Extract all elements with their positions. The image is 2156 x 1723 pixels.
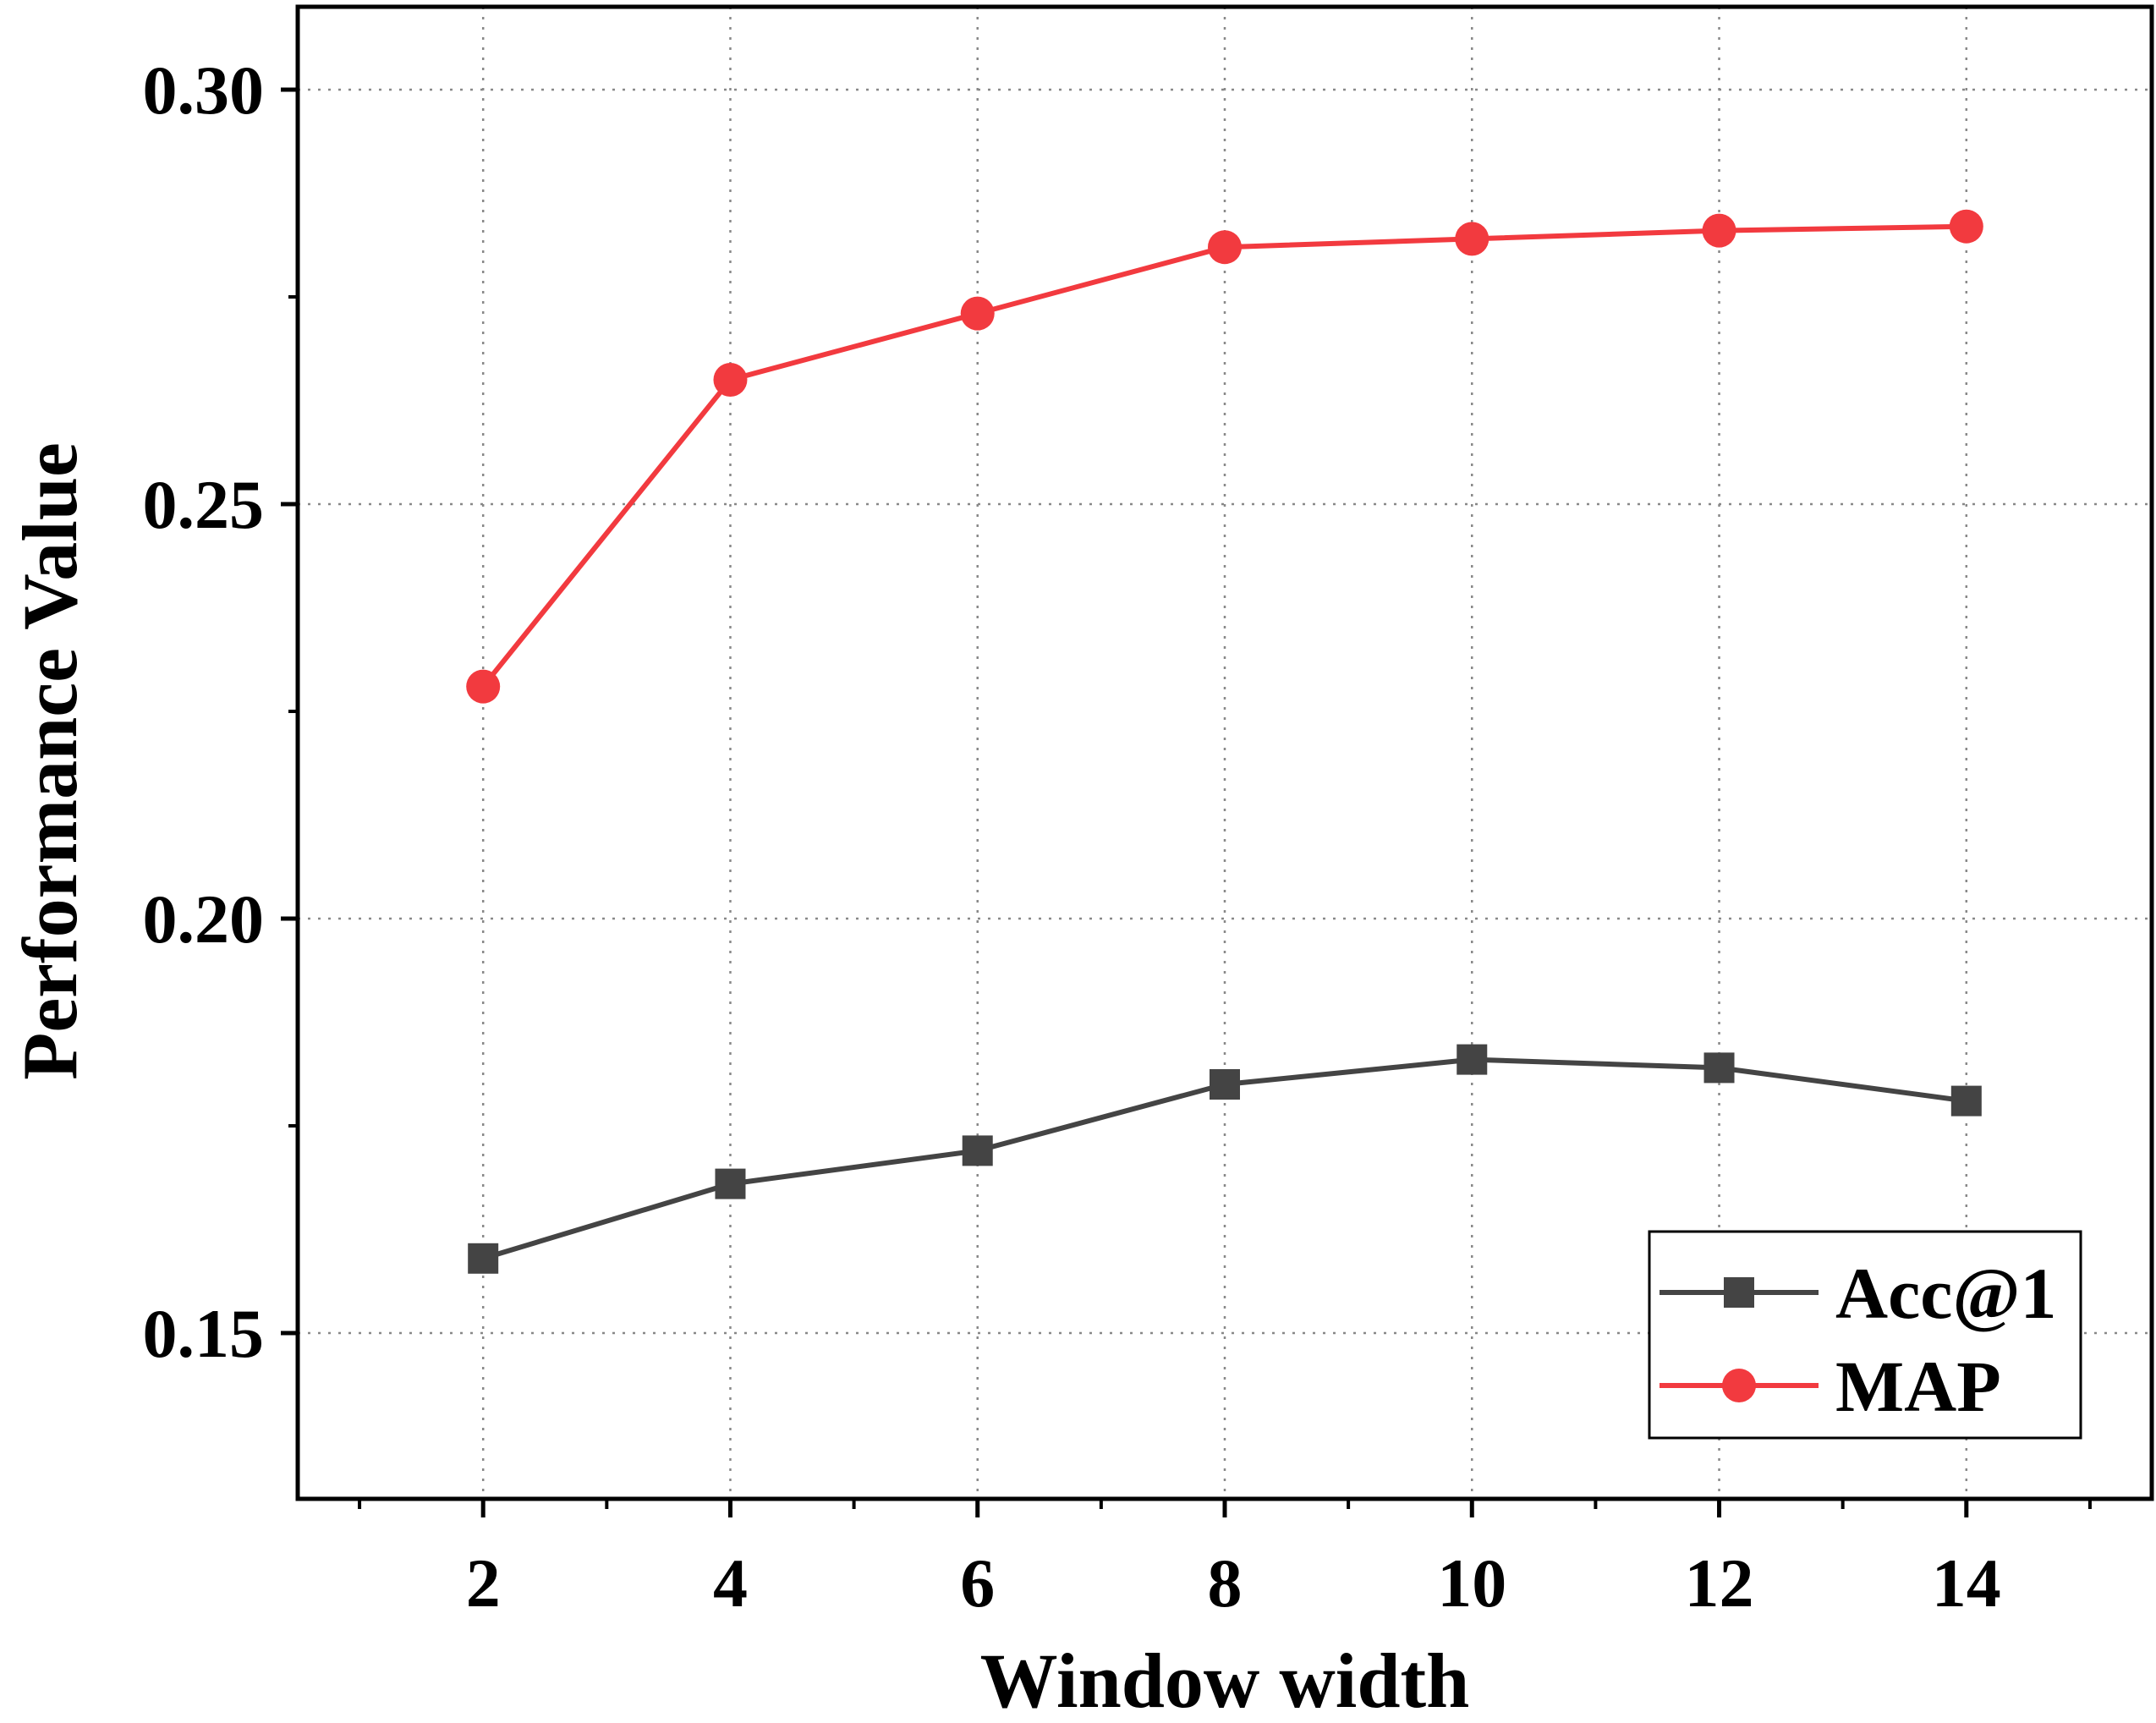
- data-point-map: [1702, 213, 1736, 248]
- legend-label-acc-1: Acc@1: [1835, 1253, 2056, 1334]
- legend-marker-map: [1722, 1369, 1756, 1402]
- data-point-map: [1208, 230, 1242, 265]
- x-tick-label: 10: [1437, 1545, 1506, 1621]
- legend-item-acc-1: Acc@1: [1660, 1253, 2056, 1334]
- data-point-acc-1: [1703, 1052, 1735, 1084]
- axes: 2 4 6 8 10 12 14 0.15 0.20 0.25 0.30: [143, 52, 2092, 1621]
- x-tick-label: 2: [466, 1545, 501, 1621]
- data-point-map: [466, 669, 501, 704]
- data-point-acc-1: [962, 1135, 993, 1166]
- x-tick-label: 8: [1208, 1545, 1243, 1621]
- legend-box: [1648, 1230, 2082, 1440]
- legend-marker-acc-1: [1724, 1277, 1754, 1308]
- y-tick-label: 0.30: [143, 52, 265, 129]
- data-point-acc-1: [468, 1243, 499, 1274]
- y-tick-label: 0.20: [143, 881, 265, 958]
- data-point-acc-1: [1457, 1044, 1488, 1075]
- data-point-acc-1: [1210, 1069, 1240, 1100]
- x-tick-label: 4: [713, 1545, 748, 1621]
- data-point-map: [1949, 209, 1983, 244]
- legend-label-map: MAP: [1835, 1346, 2001, 1427]
- data-point-map: [713, 363, 748, 397]
- x-tick-label: 12: [1685, 1545, 1754, 1621]
- series-acc-1: [468, 1044, 1982, 1274]
- y-axis-title: Performance Value: [7, 442, 93, 1080]
- y-tick-label: 0.15: [143, 1295, 265, 1372]
- x-tick-label: 6: [960, 1545, 995, 1621]
- data-point-map: [960, 296, 995, 331]
- series-group: [466, 209, 1983, 1274]
- data-point-acc-1: [715, 1168, 746, 1199]
- x-axis-title: Window width: [980, 1638, 1470, 1723]
- legend: Acc@1 MAP: [1648, 1230, 2082, 1440]
- series-map: [466, 209, 1983, 704]
- y-tick-label: 0.25: [143, 466, 265, 543]
- legend-item-map: MAP: [1660, 1346, 2001, 1427]
- data-point-map: [1455, 222, 1489, 256]
- data-point-acc-1: [1950, 1085, 1982, 1117]
- x-tick-label: 14: [1932, 1545, 2001, 1621]
